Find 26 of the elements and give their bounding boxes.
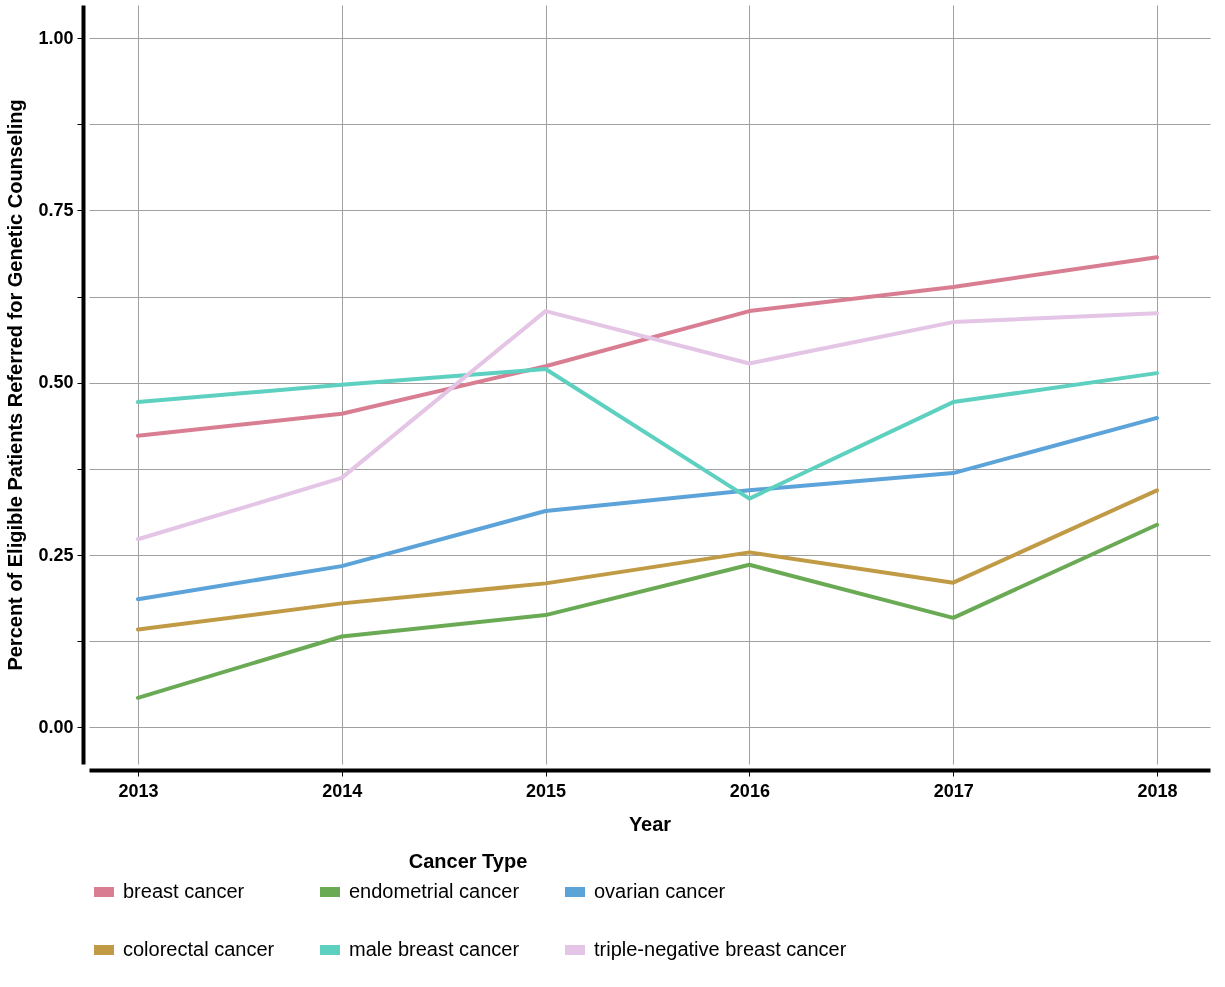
x-tick-label: 2018 (1137, 780, 1178, 801)
y-tick-label: 0.25 (38, 544, 74, 565)
line-series (135, 366, 1160, 501)
legend-label: endometrial cancer (349, 880, 520, 902)
y-tick-label: 0.50 (38, 372, 74, 393)
legend-label: triple-negative breast cancer (594, 938, 847, 960)
line-series (135, 522, 1160, 700)
line-series (135, 415, 1160, 602)
x-tick-label: 2017 (933, 780, 974, 801)
x-tick-label: 2016 (729, 780, 770, 801)
legend-label: breast cancer (123, 880, 245, 902)
y-tick-label: 1.00 (38, 27, 74, 48)
x-tick-label: 2013 (118, 780, 159, 801)
line-series (135, 255, 1160, 438)
x-axis-title: Year (628, 812, 672, 835)
y-tick-label: 0.75 (38, 199, 74, 220)
x-tick-label: 2014 (322, 780, 363, 801)
y-axis-title: Percent of Eligible Patients Referred for Genetic Counseling (4, 99, 27, 671)
y-tick-label: 0.00 (38, 716, 74, 737)
x-tick-label: 2015 (526, 780, 567, 801)
legend-label: colorectal cancer (123, 938, 275, 960)
legend-label: ovarian cancer (594, 880, 726, 902)
line-series (135, 488, 1160, 632)
legend-title: Cancer Type (408, 850, 528, 872)
line-series (135, 309, 1160, 542)
legend-label: male breast cancer (349, 938, 520, 960)
